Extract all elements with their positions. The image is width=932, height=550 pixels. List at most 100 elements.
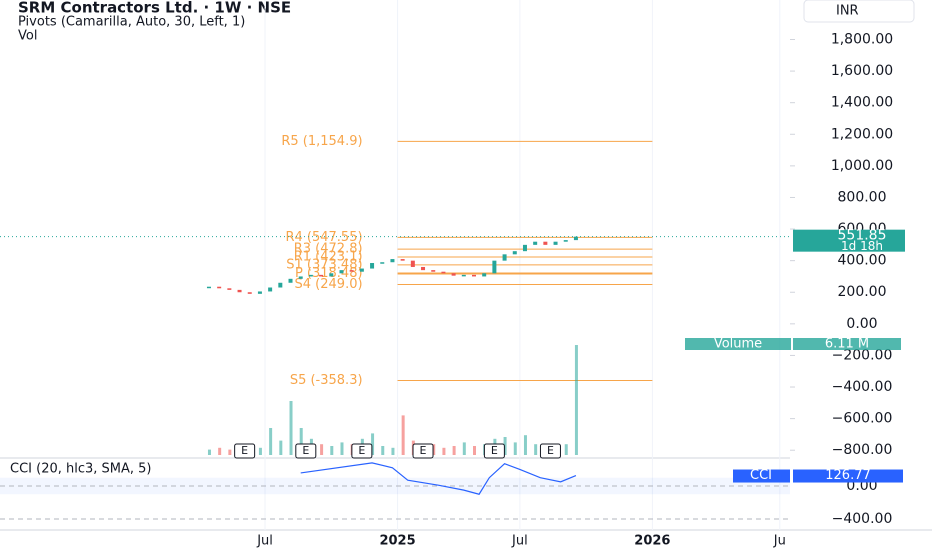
- chart-title: SRM Contractors Ltd. · 1W · NSE: [18, 0, 291, 17]
- event-label: E: [302, 444, 309, 457]
- volume-bar: [503, 437, 507, 455]
- volume-bar: [534, 444, 538, 455]
- volume-bar: [320, 444, 324, 455]
- volume-bar: [452, 446, 456, 455]
- pivot-label: R1 (423.1): [294, 250, 363, 265]
- candle: [563, 240, 568, 242]
- x-tick-label: Ju: [773, 534, 786, 549]
- volume-bar: [513, 442, 517, 455]
- cci-value: 126.77: [825, 468, 871, 483]
- y-tick-label: 1,000.00: [831, 158, 893, 174]
- y-tick-label: −400.00: [832, 379, 893, 395]
- candle: [512, 251, 517, 255]
- volume-bar: [442, 447, 446, 455]
- currency: INR: [836, 4, 859, 19]
- candle: [288, 278, 293, 283]
- volume-bar: [279, 440, 283, 455]
- price-label: 551.85: [838, 228, 887, 244]
- volume-bar: [258, 447, 262, 455]
- candle: [461, 274, 466, 277]
- event-label: E: [491, 444, 498, 457]
- candle: [472, 274, 476, 277]
- volume-bar: [462, 442, 466, 455]
- candle: [400, 259, 405, 261]
- y-tick-label: −600.00: [832, 411, 893, 427]
- candle: [298, 276, 303, 279]
- pivot-label: S1 (373.48): [286, 257, 362, 272]
- event-box: [412, 443, 434, 459]
- volume-box: [685, 338, 791, 350]
- volume-bar: [574, 345, 578, 455]
- candle: [410, 260, 415, 267]
- cci-title: CCI (20, hlc3, SMA, 5): [10, 462, 152, 477]
- pivot-label: P (318.48): [295, 266, 363, 281]
- volume-bar: [218, 447, 222, 455]
- volume-bar: [432, 444, 436, 455]
- candle: [206, 286, 211, 289]
- event-box: [234, 443, 256, 459]
- candle: [553, 241, 558, 245]
- candle: [217, 286, 222, 289]
- cci-band: [0, 477, 790, 495]
- candle: [543, 241, 548, 245]
- event-label: E: [241, 444, 248, 457]
- candle: [573, 236, 578, 241]
- pivot-label: R5 (1,154.9): [281, 134, 362, 149]
- event-box: [483, 443, 505, 459]
- volume-value: 6.11 M: [825, 337, 869, 352]
- candle: [441, 271, 446, 274]
- cci-value-box: [793, 469, 903, 483]
- candle: [502, 254, 507, 261]
- volume-value-box: [793, 338, 901, 350]
- volume-bar: [207, 449, 211, 455]
- price-box: [793, 229, 905, 252]
- cci-name: CCI: [750, 468, 772, 483]
- event-label: E: [358, 444, 365, 457]
- event-box: [295, 443, 317, 459]
- volume-bar: [330, 446, 334, 455]
- candle: [533, 241, 538, 245]
- y-tick-label: 400.00: [838, 253, 887, 269]
- volume-bar: [523, 435, 527, 455]
- pivot-label: S5 (-358.3): [290, 373, 363, 388]
- cci-line: [300, 462, 577, 495]
- candle: [227, 288, 232, 290]
- indicator-label: Pivots (Camarilla, Auto, 30, Left, 1): [18, 15, 245, 30]
- y-tick-label: 1,200.00: [831, 126, 893, 142]
- volume-bar: [401, 415, 405, 455]
- candle: [349, 270, 354, 272]
- candle: [431, 270, 436, 272]
- candle: [339, 270, 344, 274]
- candle: [257, 291, 262, 294]
- volume-bar: [564, 444, 568, 455]
- x-tick-label: 2026: [634, 534, 670, 549]
- candle: [278, 282, 283, 288]
- currency-box[interactable]: [803, 0, 915, 23]
- candle: [492, 260, 497, 274]
- candle: [268, 287, 273, 292]
- y-tick-label: −200.00: [832, 347, 893, 363]
- candle: [482, 273, 487, 277]
- volume-bar: [391, 447, 395, 455]
- volume-bar: [269, 428, 273, 455]
- cci-tick-label: −400.00: [832, 511, 893, 527]
- cci-name-box: [733, 469, 790, 483]
- volume-bar: [228, 449, 232, 455]
- candle: [370, 263, 375, 269]
- price-countdown: 1d 18h: [841, 239, 883, 253]
- volume-bar: [473, 446, 476, 455]
- candle: [329, 273, 334, 277]
- candle: [308, 274, 313, 277]
- candle: [380, 262, 385, 264]
- x-tick-label: Jul: [511, 534, 528, 549]
- candle: [237, 289, 242, 293]
- volume-bar: [289, 401, 293, 455]
- candle: [522, 244, 527, 252]
- candle: [451, 273, 456, 276]
- y-tick-label: 800.00: [838, 189, 887, 205]
- pivot-label: R4 (547.55): [285, 230, 362, 245]
- y-tick-label: 1,600.00: [831, 63, 893, 79]
- volume-bar: [381, 446, 385, 455]
- event-label: E: [547, 444, 554, 457]
